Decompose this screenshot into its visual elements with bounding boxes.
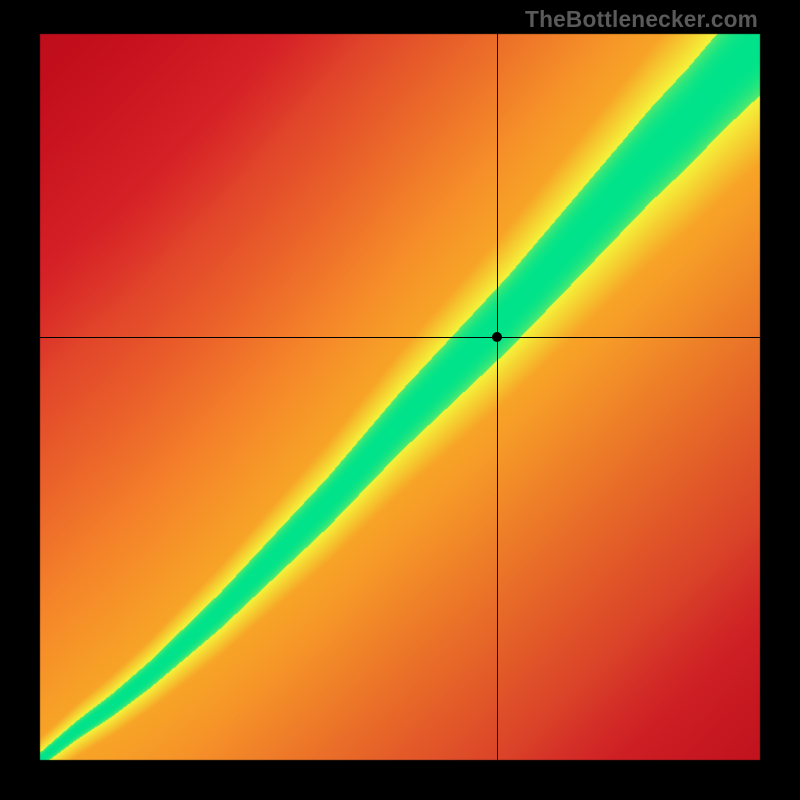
crosshair-horizontal xyxy=(40,337,760,338)
crosshair-vertical xyxy=(497,34,498,760)
plot-area xyxy=(40,34,760,760)
chart-container: TheBottlenecker.com xyxy=(0,0,800,800)
watermark-text: TheBottlenecker.com xyxy=(525,6,758,33)
